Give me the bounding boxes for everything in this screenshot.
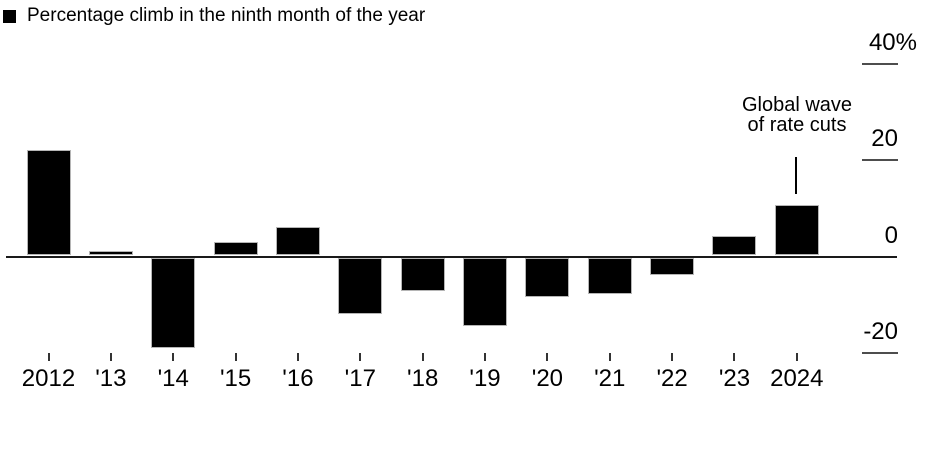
y-tick-label: 40% xyxy=(868,28,917,56)
y-tick-label: 0 xyxy=(884,221,898,249)
x-tick-label: '14 xyxy=(157,365,189,392)
bar-21 xyxy=(587,257,632,294)
x-tick xyxy=(109,353,112,361)
annotation-line-1: Global wave xyxy=(741,94,853,116)
x-tick xyxy=(608,353,611,361)
x-tick-label: '17 xyxy=(344,365,376,392)
x-tick-label: '21 xyxy=(594,365,626,392)
x-tick xyxy=(671,353,674,361)
bar-22 xyxy=(650,257,695,275)
x-tick xyxy=(421,353,424,361)
y-tick-label: -20 xyxy=(863,318,898,345)
x-tick xyxy=(172,353,175,361)
annotation-pointer-line xyxy=(795,157,797,194)
x-tick-label: 2012 xyxy=(21,365,76,392)
x-tick-label: 2024 xyxy=(770,365,824,392)
bar-16 xyxy=(275,227,320,256)
x-tick-label: '13 xyxy=(95,365,127,392)
x-tick-label: '16 xyxy=(282,365,314,392)
bar-23 xyxy=(712,235,757,256)
y-tick xyxy=(862,159,898,161)
x-tick-label: '22 xyxy=(656,365,688,392)
x-tick-label: '18 xyxy=(407,365,439,392)
x-tick xyxy=(359,353,362,361)
x-tick xyxy=(546,353,549,361)
legend-label: Percentage climb in the ninth month of t… xyxy=(27,5,426,26)
bar-2012 xyxy=(26,150,71,256)
bar-19 xyxy=(463,257,508,327)
x-tick xyxy=(733,353,736,361)
x-tick xyxy=(484,353,487,361)
bar-2024 xyxy=(774,205,819,256)
zero-axis-line xyxy=(6,255,897,258)
bar-15 xyxy=(213,241,258,256)
x-tick xyxy=(234,353,237,361)
x-tick-label: '20 xyxy=(531,365,564,392)
x-tick xyxy=(296,353,299,361)
bar-18 xyxy=(400,257,445,291)
bar-20 xyxy=(525,257,570,298)
bar-17 xyxy=(338,257,383,315)
legend-swatch xyxy=(3,9,16,23)
legend: Percentage climb in the ninth month of t… xyxy=(3,4,425,28)
annotation-rate-cuts: Global wave of rate cuts xyxy=(742,95,852,135)
y-tick-label: 20 xyxy=(871,125,898,152)
x-tick-label: '19 xyxy=(469,365,501,392)
x-tick xyxy=(795,353,798,361)
bar-14 xyxy=(151,257,196,348)
x-tick xyxy=(47,353,50,361)
annotation-line-2: of rate cuts xyxy=(747,114,847,136)
y-tick xyxy=(862,62,898,65)
bar-13 xyxy=(88,251,133,256)
x-tick-label: '23 xyxy=(718,365,751,392)
y-tick xyxy=(862,352,898,354)
x-tick-label: '15 xyxy=(219,365,252,392)
